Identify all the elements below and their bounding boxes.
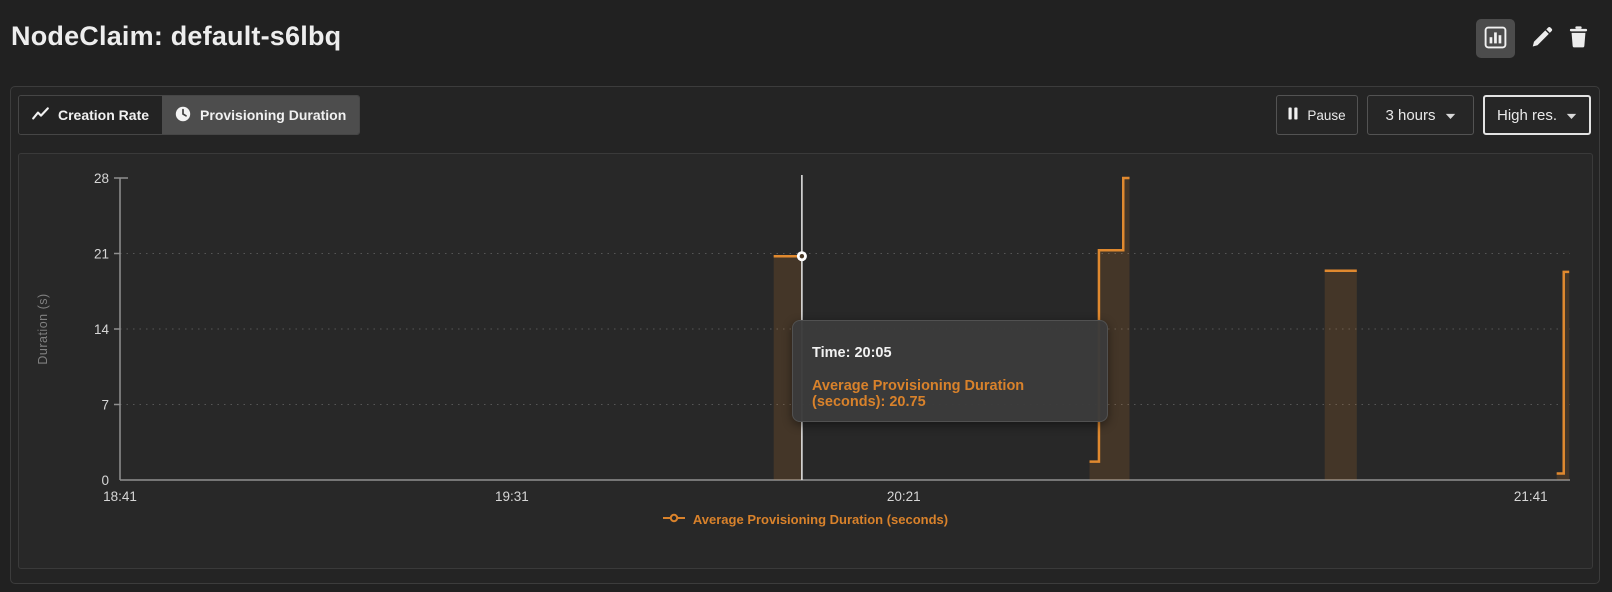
edit-button[interactable] [1531, 26, 1553, 51]
clock-icon [175, 106, 191, 125]
toolbar-controls: Pause 3 hours High res. [1276, 95, 1591, 135]
bar-chart-icon [1484, 26, 1507, 52]
tab-provisioning-duration[interactable]: Provisioning Duration [162, 96, 360, 134]
svg-text:14: 14 [94, 322, 110, 337]
svg-text:19:31: 19:31 [495, 489, 529, 504]
chart-tooltip: Time: 20:05 Average Provisioning Duratio… [792, 320, 1108, 422]
header-actions [1476, 19, 1588, 58]
tab-creation-rate[interactable]: Creation Rate [19, 96, 163, 134]
pause-label: Pause [1307, 107, 1346, 123]
svg-text:0: 0 [101, 473, 109, 488]
time-range-value: 3 hours [1385, 106, 1436, 124]
svg-text:28: 28 [94, 171, 109, 186]
pencil-icon [1531, 26, 1553, 51]
pause-button[interactable]: Pause [1276, 95, 1358, 135]
chart-view-button[interactable] [1476, 19, 1515, 58]
metrics-panel: Creation Rate Provisioning Duration [10, 86, 1600, 584]
tab-label: Provisioning Duration [200, 107, 347, 123]
panel-toolbar: Creation Rate Provisioning Duration [18, 95, 1591, 135]
chart-tabs: Creation Rate Provisioning Duration [18, 95, 361, 135]
legend-marker-icon [662, 510, 685, 528]
chart-panel: 0 7 14 21 28 18:41 19:31 20:21 21:41 Duration (s)… [18, 153, 1593, 569]
time-range-dropdown[interactable]: 3 hours [1367, 95, 1474, 135]
chevron-down-icon [1445, 107, 1456, 124]
trend-line-icon [32, 107, 49, 123]
pause-icon [1288, 107, 1298, 123]
tooltip-time: Time: 20:05 [812, 345, 892, 361]
legend-label: Average Provisioning Duration (seconds) [692, 511, 949, 527]
resolution-value: High res. [1496, 106, 1558, 124]
page-title: NodeClaim: default-s6lbq [11, 21, 342, 51]
provisioning-duration-chart[interactable]: 0 7 14 21 28 18:41 19:31 20:21 21:41 Duration (s) [19, 154, 1592, 568]
svg-text:7: 7 [101, 398, 109, 413]
svg-text:Duration (s): Duration (s) [36, 293, 50, 364]
delete-button[interactable] [1569, 26, 1588, 51]
svg-text:20:21: 20:21 [887, 489, 921, 504]
chevron-down-icon [1566, 107, 1577, 124]
svg-text:18:41: 18:41 [103, 489, 137, 504]
tab-label: Creation Rate [58, 107, 150, 123]
tooltip-series-value: Average Provisioning Duration (seconds):… [812, 378, 1025, 410]
resolution-dropdown[interactable]: High res. [1483, 95, 1591, 135]
svg-text:21: 21 [94, 247, 109, 262]
svg-text:21:41: 21:41 [1514, 489, 1548, 504]
trash-icon [1569, 26, 1588, 51]
chart-legend[interactable]: Average Provisioning Duration (seconds) [19, 510, 1592, 528]
